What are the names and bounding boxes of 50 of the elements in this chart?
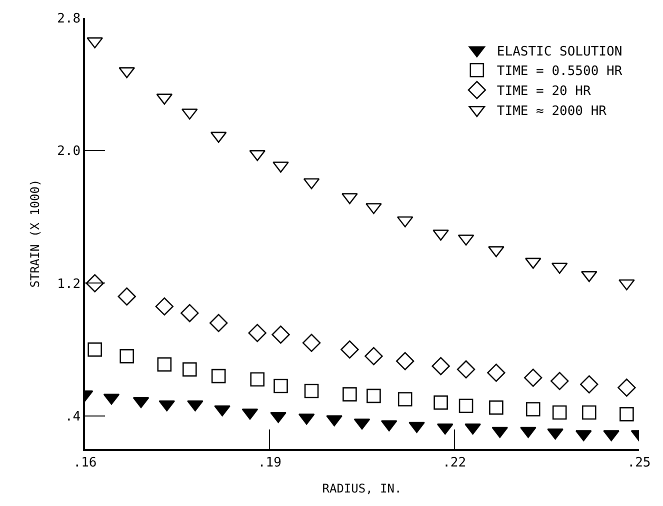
y-tick-label: .4 <box>64 409 81 424</box>
point <box>272 326 290 344</box>
legend-label: TIME = 20 HR <box>496 84 592 100</box>
point <box>88 342 102 357</box>
point <box>434 395 448 410</box>
y-tick-label: 2.8 <box>57 12 81 27</box>
y-tick-label: 1.2 <box>57 276 81 292</box>
legend-label: TIME ≈ 2000 HR <box>496 104 607 119</box>
point <box>458 398 474 414</box>
point <box>456 360 476 379</box>
point <box>524 368 542 387</box>
point <box>248 324 266 342</box>
point <box>550 372 569 390</box>
point <box>118 287 136 306</box>
y-axis-title: STRAIN (X 1000) <box>28 179 42 288</box>
legend-label: ELASTIC SOLUTION <box>496 44 622 60</box>
point <box>304 384 319 398</box>
point <box>274 378 288 394</box>
x-tick-label: .22 <box>442 455 466 470</box>
legend-label: TIME = 0.5500 HR <box>496 64 622 80</box>
point <box>157 357 172 372</box>
x-axis-title: RADIUS, IN. <box>322 482 402 496</box>
point <box>182 362 197 377</box>
point <box>489 400 504 415</box>
point <box>396 352 414 370</box>
point <box>398 392 412 406</box>
point <box>366 388 381 404</box>
point <box>211 368 226 384</box>
point <box>155 297 174 316</box>
point <box>302 334 321 352</box>
point <box>580 375 598 394</box>
y-tick-label: 2.0 <box>57 144 81 160</box>
point <box>620 407 634 422</box>
x-tick-label: .19 <box>258 455 282 470</box>
point <box>552 405 567 420</box>
point <box>432 357 450 376</box>
point <box>209 314 228 332</box>
point <box>86 274 104 292</box>
point <box>120 349 134 364</box>
point <box>340 340 359 359</box>
point <box>618 378 636 397</box>
point <box>582 405 596 420</box>
x-tick-label: .16 <box>73 455 97 470</box>
point <box>180 304 199 322</box>
point <box>487 364 506 382</box>
point <box>364 347 383 366</box>
point <box>342 387 357 402</box>
point <box>250 372 265 387</box>
x-tick-label: .25 <box>627 455 651 470</box>
point <box>526 402 540 416</box>
